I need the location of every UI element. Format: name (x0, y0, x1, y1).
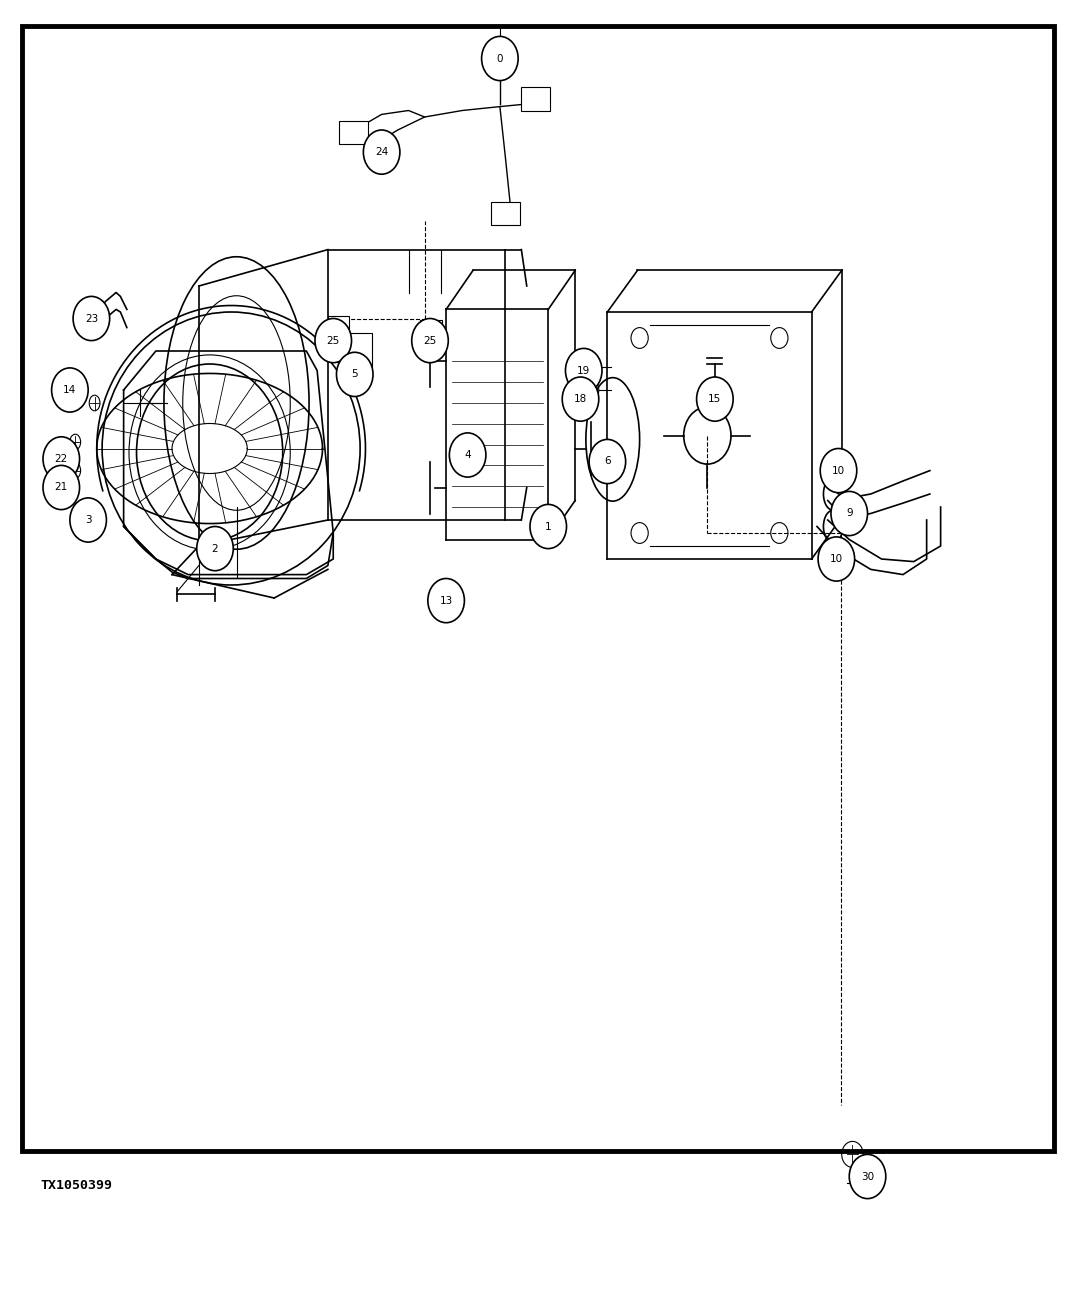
Text: 10: 10 (830, 554, 843, 564)
Circle shape (73, 296, 110, 341)
Circle shape (482, 36, 518, 81)
Text: 6: 6 (604, 456, 611, 467)
Circle shape (52, 368, 88, 412)
Text: 4: 4 (464, 450, 471, 460)
Text: 24: 24 (375, 147, 388, 157)
Circle shape (197, 526, 233, 571)
Text: 25: 25 (327, 335, 340, 346)
Text: 5: 5 (352, 369, 358, 380)
Text: 19: 19 (577, 365, 590, 376)
Text: TX1050399: TX1050399 (41, 1179, 113, 1192)
Circle shape (849, 1154, 886, 1199)
FancyBboxPatch shape (339, 121, 368, 144)
Text: 14: 14 (63, 385, 76, 395)
Circle shape (70, 498, 106, 542)
Circle shape (565, 348, 602, 393)
FancyBboxPatch shape (22, 26, 1054, 1150)
Text: 9: 9 (846, 508, 852, 519)
Text: 18: 18 (574, 394, 587, 404)
Circle shape (697, 377, 733, 421)
Circle shape (589, 439, 626, 484)
Text: 1: 1 (545, 521, 551, 532)
Circle shape (831, 491, 868, 536)
Circle shape (363, 130, 400, 174)
Text: 23: 23 (85, 313, 98, 324)
Circle shape (449, 433, 486, 477)
Text: 30: 30 (861, 1171, 874, 1182)
Circle shape (412, 318, 448, 363)
Circle shape (820, 448, 857, 493)
Circle shape (43, 465, 80, 510)
FancyBboxPatch shape (420, 320, 442, 341)
FancyBboxPatch shape (491, 202, 520, 225)
FancyBboxPatch shape (328, 316, 349, 337)
Circle shape (428, 578, 464, 623)
Circle shape (43, 437, 80, 481)
Text: 21: 21 (55, 482, 68, 493)
Circle shape (562, 377, 599, 421)
Text: 15: 15 (708, 394, 721, 404)
Text: 10: 10 (832, 465, 845, 476)
Circle shape (336, 352, 373, 396)
Circle shape (818, 537, 855, 581)
FancyBboxPatch shape (521, 87, 550, 111)
Text: 25: 25 (424, 335, 436, 346)
Text: 0: 0 (497, 53, 503, 64)
Text: 13: 13 (440, 595, 453, 606)
Text: 3: 3 (85, 515, 91, 525)
Circle shape (530, 504, 567, 549)
Text: 22: 22 (55, 454, 68, 464)
Text: 2: 2 (212, 543, 218, 554)
Circle shape (315, 318, 352, 363)
FancyBboxPatch shape (338, 333, 372, 368)
